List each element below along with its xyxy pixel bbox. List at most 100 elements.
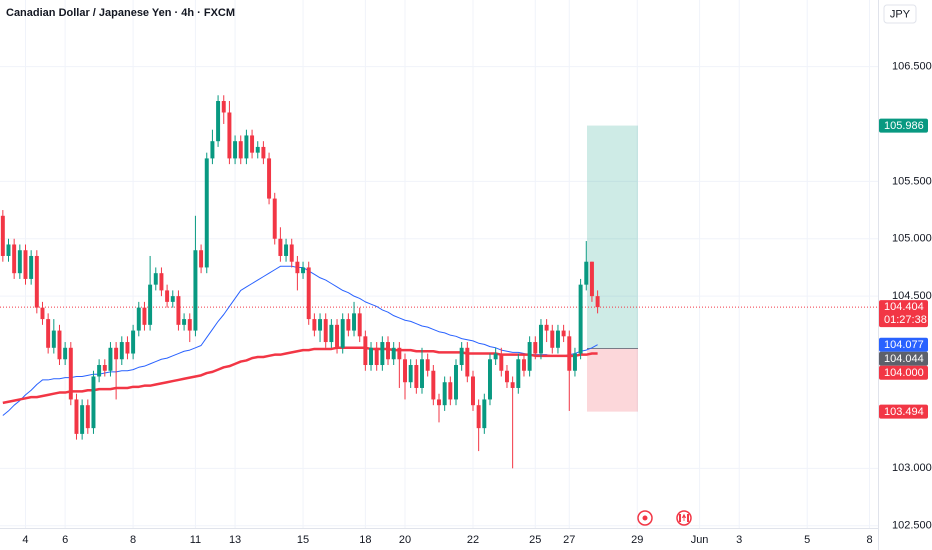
x-tick-label: 18 (359, 534, 371, 546)
y-tick-label: 106.500 (892, 60, 932, 72)
candle-body (289, 244, 294, 262)
candle-body (538, 324, 543, 354)
candle-body (595, 296, 600, 308)
currency[interactable]: JPY (890, 8, 911, 20)
candle-body (544, 324, 549, 331)
candle-body (199, 250, 204, 268)
candle-body (403, 359, 407, 383)
price-badge-label: 103.494 (884, 406, 924, 418)
candle-body (352, 313, 357, 331)
candle-body (0, 215, 5, 256)
candle-body (250, 135, 255, 153)
x-tick-label: 6 (62, 534, 68, 546)
candle-body (80, 405, 85, 434)
candle-body (108, 347, 113, 371)
candle-body (318, 319, 323, 331)
candle-body (340, 319, 345, 348)
candle-body (63, 347, 68, 360)
candle-body (476, 405, 481, 429)
candle-body (589, 261, 594, 297)
x-tick-label: 20 (399, 534, 411, 546)
candle-body (91, 376, 96, 429)
candle-body (380, 342, 385, 366)
x-tick-label: 5 (804, 534, 810, 546)
candle-body (295, 261, 300, 274)
candle-body (374, 347, 379, 366)
candle-body (561, 330, 566, 337)
candle-body (454, 365, 458, 400)
candle-body (74, 399, 79, 434)
price-badge (879, 365, 928, 380)
current-price-label: 104.404 (884, 301, 924, 313)
currency-box[interactable] (883, 4, 917, 24)
candle-body (159, 273, 164, 291)
candle-body (578, 284, 583, 354)
candle-body (386, 342, 391, 360)
stop-zone (587, 348, 638, 412)
x-tick-label: 22 (467, 534, 479, 546)
candle-body (431, 370, 436, 400)
flag-icon[interactable] (676, 510, 692, 526)
candle-body (176, 296, 181, 325)
event-icon-dot (642, 515, 648, 521)
grid (0, 0, 878, 528)
candle-body (335, 324, 340, 348)
price-badge-label: 104.000 (884, 367, 924, 379)
candle-body (284, 244, 289, 256)
target-zone (587, 125, 638, 349)
candle-body (204, 158, 209, 268)
candle-body (425, 359, 430, 371)
candle-body (391, 347, 396, 360)
price-badge-label: 104.044 (884, 353, 924, 365)
candle-body (261, 146, 266, 159)
flag-leaf (681, 513, 687, 521)
candle-body (414, 365, 419, 388)
x-tick-label: 11 (190, 534, 201, 546)
candle-body (182, 319, 187, 325)
current-price-badge (879, 300, 928, 328)
x-tick-label: 4 (22, 534, 28, 546)
x-tick-label: 13 (229, 534, 241, 546)
candle-body (465, 347, 470, 377)
candle-body (29, 255, 34, 279)
flag-band (679, 514, 681, 522)
candle-body (12, 244, 17, 274)
candle-body (227, 112, 232, 159)
candle-body (369, 347, 374, 366)
position-tool[interactable] (587, 125, 638, 412)
candle-body (357, 313, 362, 337)
candle-body (136, 307, 141, 331)
candle-body (487, 359, 492, 400)
candle-body (555, 330, 560, 348)
price-badge (879, 404, 928, 419)
candle-body (482, 399, 487, 429)
candle-body (329, 324, 334, 343)
candle-body (193, 250, 198, 331)
candle-body (533, 342, 538, 354)
chart-title: Canadian Dollar / Japanese Yen · 4h · FX… (6, 7, 235, 19)
candle-body (301, 267, 306, 274)
candle-body (244, 135, 249, 159)
y-tick-label: 103.000 (892, 462, 932, 474)
price-badge (879, 118, 928, 133)
flag-band (687, 514, 689, 522)
candle-body (125, 342, 130, 354)
candle-body (499, 353, 504, 371)
y-tick-label: 104.500 (892, 290, 932, 302)
candle-body (153, 273, 158, 285)
candle-body (46, 319, 51, 348)
candle-body (233, 141, 238, 159)
candle-body (278, 238, 283, 256)
x-tick-label: 15 (297, 534, 309, 546)
candle-body (51, 330, 56, 348)
candle-body (521, 359, 526, 371)
candle-body (85, 405, 90, 429)
candle-body (131, 330, 136, 354)
x-tick-label: 8 (866, 534, 872, 546)
candle-body (397, 347, 402, 360)
candle-body (346, 319, 351, 331)
event-icon[interactable] (637, 510, 653, 526)
candle-body (437, 399, 441, 406)
